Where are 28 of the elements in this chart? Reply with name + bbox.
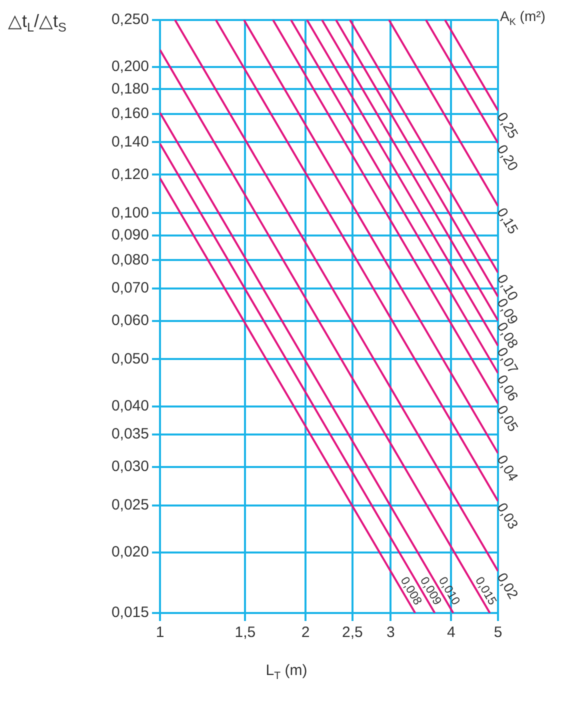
x-tick-label: 5 xyxy=(494,624,502,642)
x-axis-title: L$_{T}$ (m) xyxy=(264,662,308,682)
y-tick-label: 0,200 xyxy=(111,58,149,76)
y-tick-label: 0,080 xyxy=(111,251,149,268)
y-tick-label: 0,050 xyxy=(111,350,149,368)
x-tick-label: 3 xyxy=(386,624,395,642)
legend-title: A$_{K}$ (m²) xyxy=(500,8,546,28)
y-tick-label: 0,120 xyxy=(111,166,149,183)
y-tick-label: 0,035 xyxy=(111,426,149,443)
y-tick-label: 0,180 xyxy=(111,80,149,98)
y-tick-label: 0,100 xyxy=(111,204,149,222)
x-tick-label: 1,5 xyxy=(234,624,256,642)
y-tick-label: 0,070 xyxy=(111,279,149,296)
y-tick-label: 0,020 xyxy=(111,544,149,561)
y-tick-label: 0,030 xyxy=(111,458,149,476)
x-tick-label: 2,5 xyxy=(342,624,363,642)
y-tick-label: 0,025 xyxy=(111,496,149,514)
x-tick-label: 2 xyxy=(301,624,310,642)
y-tick-label: 0,140 xyxy=(111,133,149,150)
y-tick-label: 0,060 xyxy=(111,312,149,329)
y-tick-label: 0,040 xyxy=(111,397,149,414)
y-tick-label: 0,015 xyxy=(111,604,149,622)
y-axis-title: △t$_{L}$/△t$_{S}$ xyxy=(8,10,66,35)
y-tick-label: 0,160 xyxy=(111,105,149,122)
x-tick-label: 4 xyxy=(446,624,456,642)
x-tick-label: 1 xyxy=(156,624,164,642)
y-tick-label: 0,250 xyxy=(111,11,149,28)
y-tick-label: 0,090 xyxy=(111,226,149,244)
